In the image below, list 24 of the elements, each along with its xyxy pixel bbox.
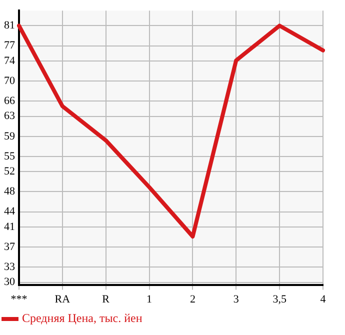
y-tick-label: 66 [4,95,16,108]
x-tick-label: 3 [233,293,240,306]
x-tick-label: 3,5 [272,293,287,306]
y-tick-label: 30 [4,276,16,288]
x-tick-label: 4 [320,293,326,306]
y-tick-label: 33 [4,261,16,274]
y-tick-label: 37 [4,240,16,253]
y-tick-label: 63 [4,110,16,122]
y-tick-label: 59 [4,130,16,142]
y-tick-label: 74 [4,54,16,67]
x-tick-label: RA [54,293,70,306]
y-tick-label: 44 [4,206,16,218]
legend-label: Средняя Цена, тыс. йен [22,311,143,326]
y-tick-label: 55 [4,150,16,162]
x-tick-label: *** [10,293,28,306]
y-tick-label: 81 [4,20,15,32]
y-tick-label: 77 [4,40,16,52]
y-tick-label: 41 [4,220,15,233]
x-tick-label: R [102,293,110,306]
y-tick-label: 48 [4,186,16,198]
y-tick-label: 52 [4,165,15,178]
x-tick-label: 1 [146,293,152,306]
x-tick-label: 2 [190,293,196,306]
y-tick-label: 70 [4,74,16,87]
